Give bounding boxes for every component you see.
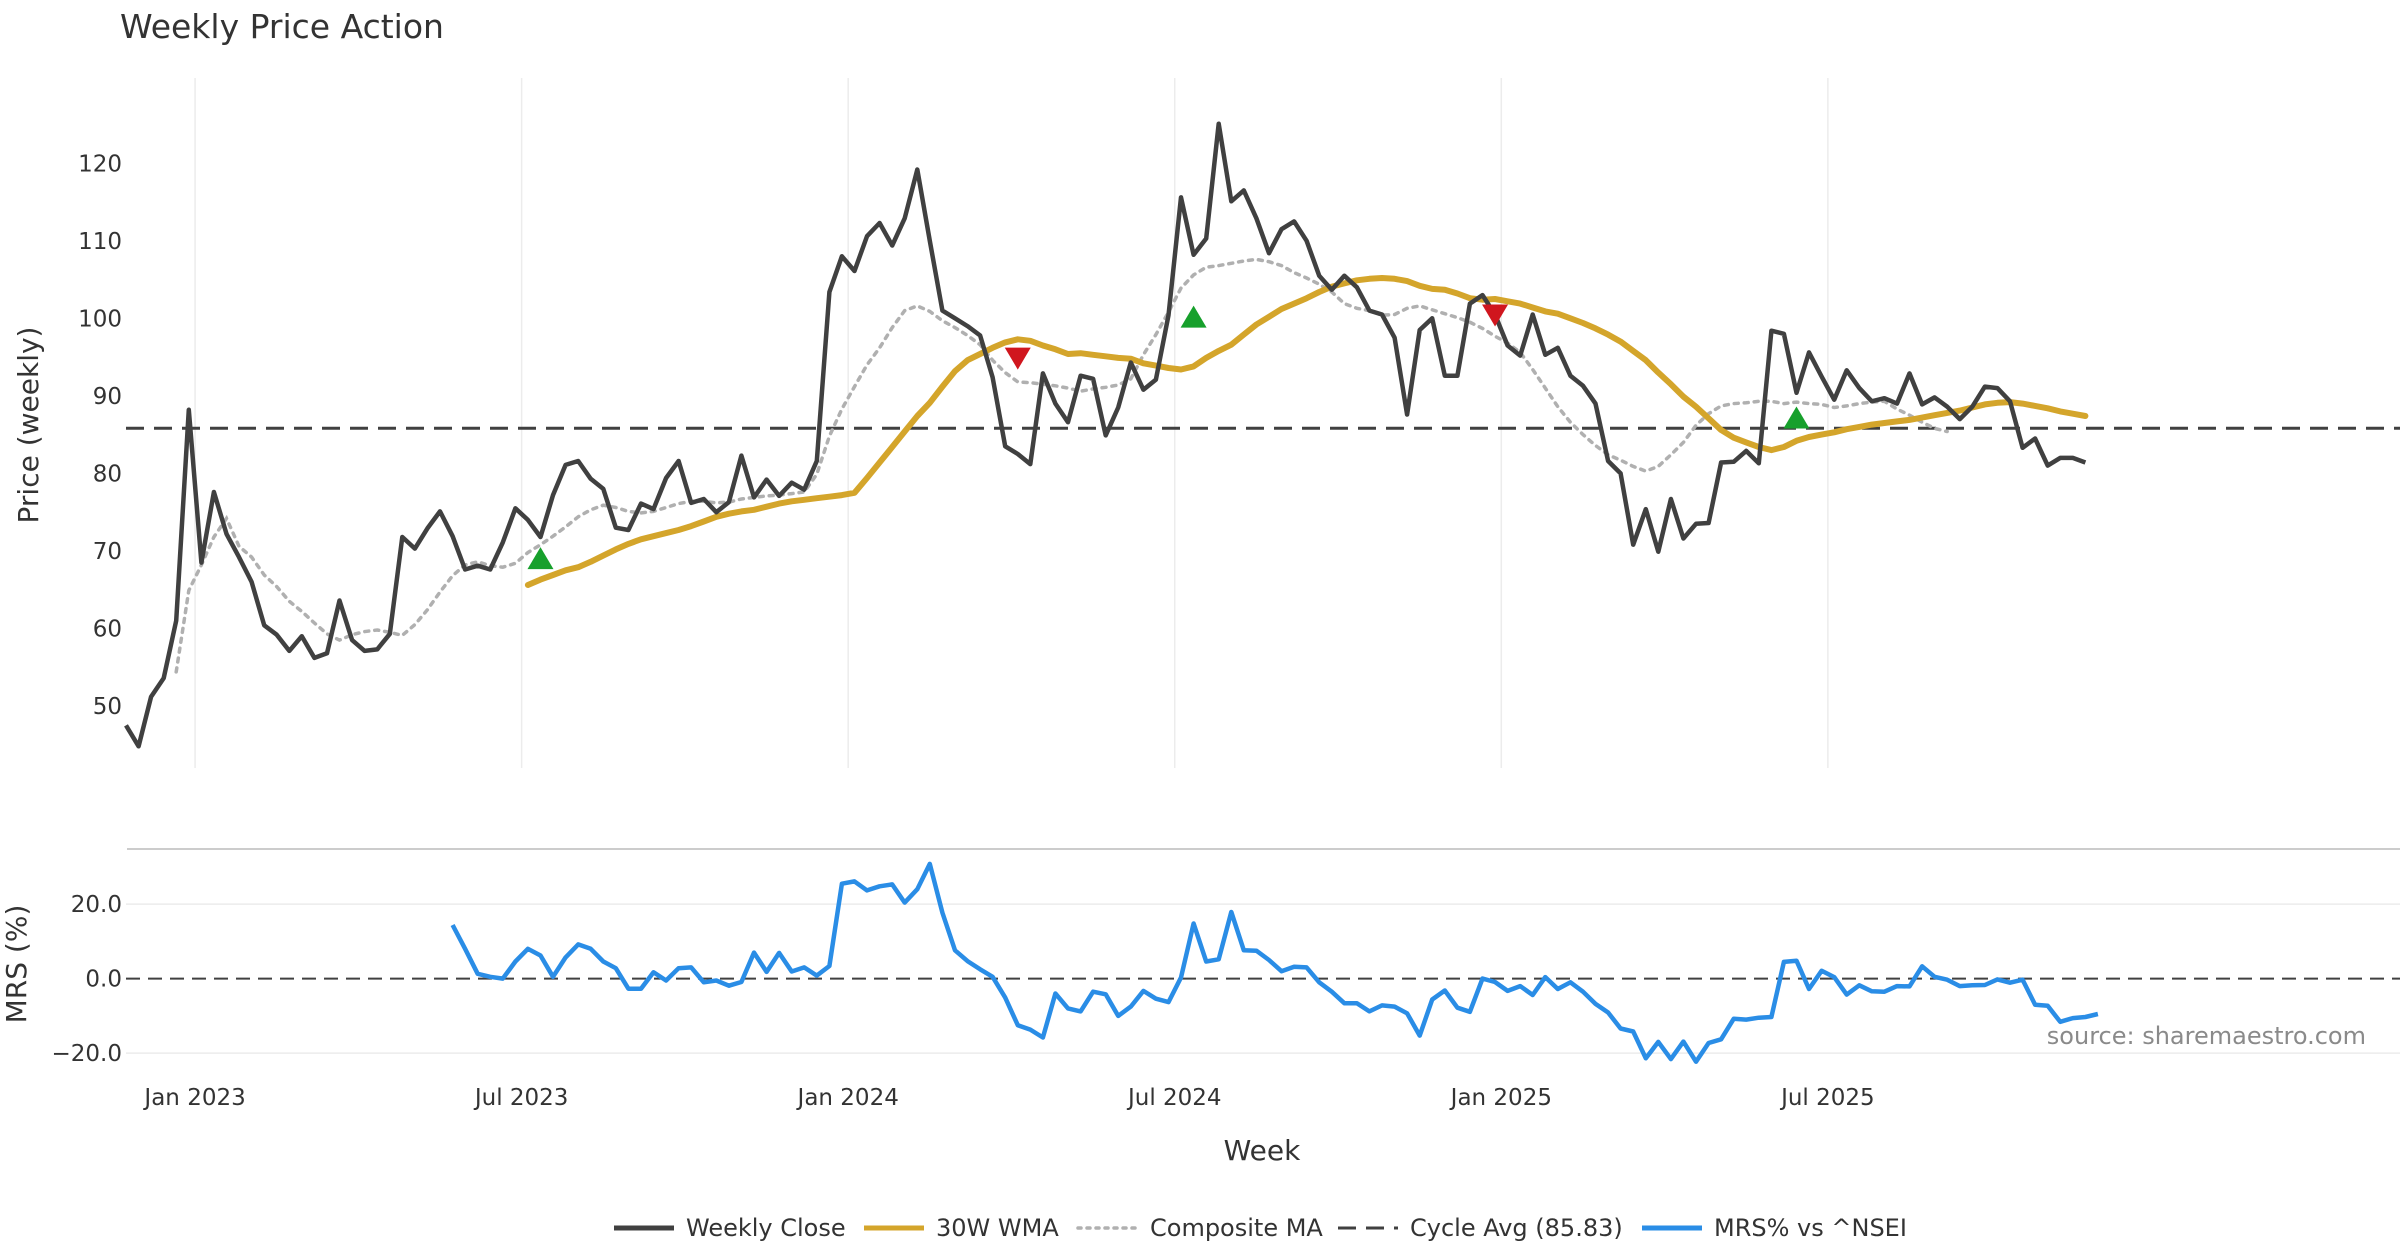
wma-30w-line	[524, 275, 2089, 588]
legend-item: Weekly Close	[614, 1214, 846, 1242]
price-y-tick-label: 100	[78, 306, 122, 332]
mrs-y-tick-label: 20.0	[71, 892, 122, 918]
chart-title: Weekly Price Action	[120, 7, 444, 46]
x-tick-label: Jul 2025	[1779, 1085, 1875, 1111]
legend-item: Cycle Avg (85.83)	[1338, 1214, 1623, 1242]
weekly-close-line	[124, 121, 2087, 749]
x-tick-label: Jan 2025	[1449, 1085, 1552, 1111]
buy-signal-marker	[1180, 305, 1207, 328]
mrs-y-axis-label: MRS (%)	[0, 905, 33, 1024]
legend: Weekly Close 30W WMA Composite MA Cycle Avg…	[614, 1214, 1907, 1242]
x-axis-ticks: Jan 2023 Jul 2023 Jan 2024 Jul 2024 Jan 2025…	[142, 1085, 1874, 1111]
price-grid	[194, 78, 1829, 768]
legend-label: MRS% vs ^NSEI	[1714, 1214, 1907, 1242]
buy-signal-marker	[1783, 406, 1810, 429]
price-panel: 50 60 70 80 90 100 110 120 Price (weekly)	[12, 78, 2400, 768]
price-y-tick-label: 60	[93, 616, 122, 642]
price-y-tick-label: 80	[93, 461, 122, 487]
mrs-grid	[126, 903, 2400, 1054]
x-tick-label: Jul 2024	[1126, 1085, 1222, 1111]
price-y-ticks: 50 60 70 80 90 100 110 120	[78, 151, 122, 720]
x-tick-label: Jul 2023	[473, 1085, 569, 1111]
price-y-tick-label: 70	[93, 539, 122, 565]
mrs-line	[450, 861, 2099, 1064]
legend-item: Composite MA	[1076, 1214, 1323, 1242]
legend-item: 30W WMA	[864, 1214, 1059, 1242]
legend-item: MRS% vs ^NSEI	[1642, 1214, 1907, 1242]
source-note: source: sharemaestro.com	[2047, 1022, 2366, 1050]
legend-label: Weekly Close	[686, 1214, 846, 1242]
sell-signal-marker	[1482, 304, 1509, 327]
signal-markers	[527, 304, 1810, 570]
composite-ma-line	[174, 257, 1949, 674]
legend-label: 30W WMA	[936, 1214, 1059, 1242]
x-tick-label: Jan 2024	[796, 1085, 899, 1111]
mrs-panel: 20.0 0.0 −20.0 MRS (%) source: sharemaestr…	[0, 861, 2400, 1067]
sell-signal-marker	[1004, 347, 1031, 370]
price-y-tick-label: 120	[78, 151, 122, 177]
price-y-tick-label: 50	[93, 694, 122, 720]
legend-label: Composite MA	[1150, 1214, 1323, 1242]
x-axis-label: Week	[1224, 1134, 1301, 1167]
price-y-tick-label: 110	[78, 229, 122, 255]
mrs-y-tick-label: −20.0	[52, 1041, 122, 1067]
legend-label: Cycle Avg (85.83)	[1410, 1214, 1623, 1242]
mrs-y-ticks: 20.0 0.0 −20.0	[52, 892, 122, 1067]
price-y-tick-label: 90	[93, 384, 122, 410]
x-tick-label: Jan 2023	[142, 1085, 245, 1111]
price-y-axis-label: Price (weekly)	[12, 327, 45, 524]
buy-signal-marker	[527, 547, 554, 570]
mrs-y-tick-label: 0.0	[85, 967, 122, 993]
